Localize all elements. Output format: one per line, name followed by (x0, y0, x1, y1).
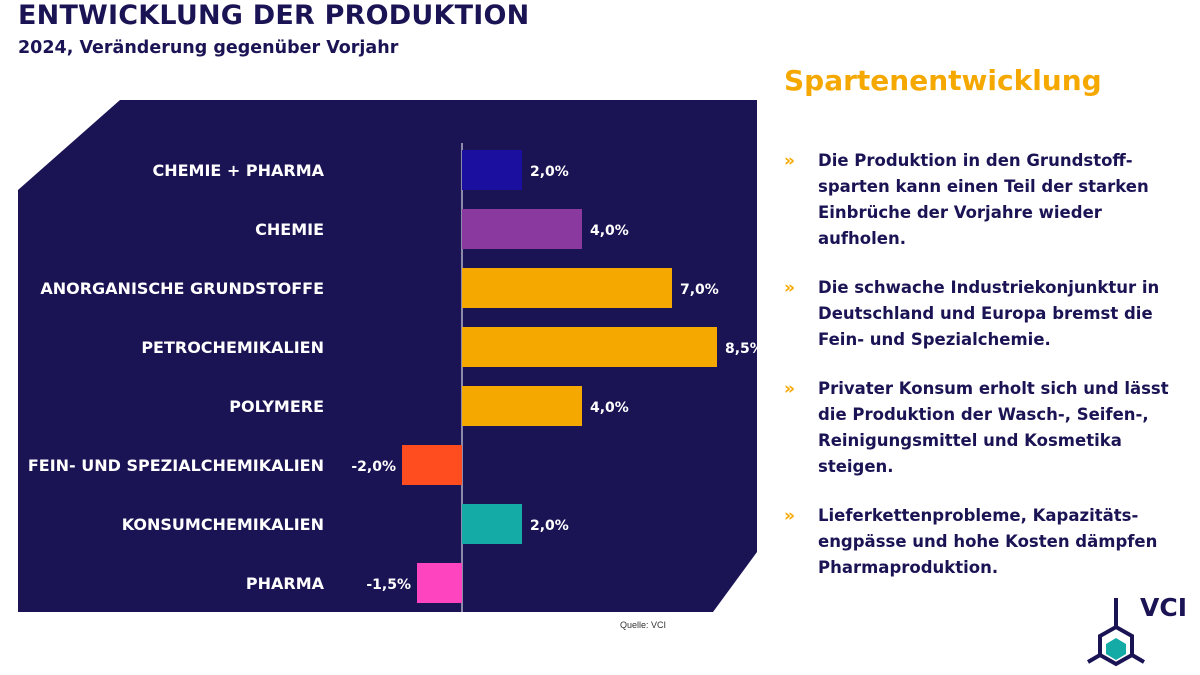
bar (462, 150, 522, 190)
category-label: PETROCHEMIKALIEN (141, 338, 324, 357)
data-label: -2,0% (351, 459, 396, 475)
data-label: 4,0% (590, 223, 629, 239)
data-label: 2,0% (530, 164, 569, 180)
bullet-item: » Die schwache Industriekonjunktur in De… (784, 275, 1184, 353)
category-label: POLYMERE (229, 397, 324, 416)
category-label: KONSUMCHEMIKALIEN (122, 515, 324, 534)
bullet-text: Lieferkettenprobleme, Kapazitäts-engpäss… (818, 506, 1158, 577)
bar (462, 386, 582, 426)
category-label: CHEMIE (255, 220, 324, 239)
page-subtitle: 2024, Veränderung gegenüber Vorjahr (18, 38, 399, 58)
category-label: PHARMA (246, 574, 325, 593)
bullet-list: » Die Produktion in den Grundstoff-spart… (784, 148, 1184, 604)
category-label: ANORGANISCHE GRUNDSTOFFE (40, 279, 324, 298)
bar (462, 209, 582, 249)
chart-source: Quelle: VCI (620, 620, 667, 630)
vci-logo-text: VCI (1140, 593, 1187, 622)
bullet-text: Privater Konsum erholt sich und lässt di… (818, 379, 1169, 476)
bar (417, 563, 462, 603)
data-label: 4,0% (590, 400, 629, 416)
data-label: 8,5% (725, 341, 760, 357)
bar (402, 445, 462, 485)
bullet-marker-icon: » (784, 379, 795, 399)
bullet-item: » Die Produktion in den Grundstoff-spart… (784, 148, 1184, 252)
page-title: ENTWICKLUNG DER PRODUKTION (18, 0, 530, 31)
category-label: FEIN- UND SPEZIALCHEMIKALIEN (28, 456, 324, 475)
bullet-marker-icon: » (784, 278, 795, 298)
bar (462, 268, 672, 308)
category-label: CHEMIE + PHARMA (152, 161, 324, 180)
bullet-text: Die Produktion in den Grundstoff-sparten… (818, 151, 1149, 248)
data-label: 2,0% (530, 518, 569, 534)
bar (462, 327, 717, 367)
bullet-marker-icon: » (784, 506, 795, 526)
bar (462, 504, 522, 544)
data-label: -1,5% (366, 577, 411, 593)
bullet-marker-icon: » (784, 151, 795, 171)
production-bar-chart: CHEMIE + PHARMA 2,0% CHEMIE 4,0% ANORGANISCH… (18, 100, 760, 612)
vci-logo-icon (1086, 598, 1146, 667)
bullet-item: » Privater Konsum erholt sich und lässt … (784, 376, 1184, 480)
data-label: 7,0% (680, 282, 719, 298)
bullet-text: Die schwache Industriekonjunktur in Deut… (818, 278, 1160, 349)
side-heading: Spartenentwicklung (784, 64, 1102, 97)
bullet-item: » Lieferkettenprobleme, Kapazitäts-engpä… (784, 503, 1184, 581)
